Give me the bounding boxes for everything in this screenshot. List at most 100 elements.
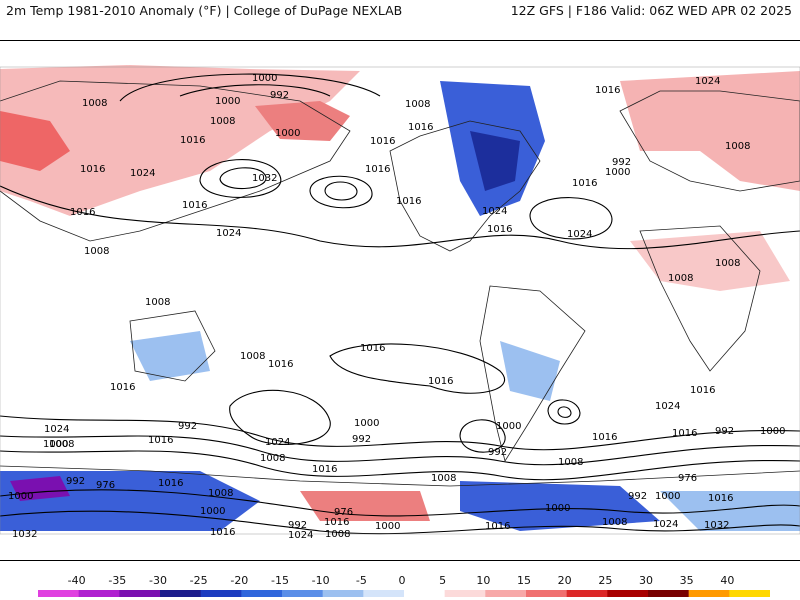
isobar-label: 1016 <box>487 224 512 235</box>
isobar-subtropical-1 <box>0 185 800 250</box>
isobar-label: 1024 <box>653 519 678 530</box>
isobar-label: 1008 <box>210 116 235 127</box>
isobar-label: 1016 <box>268 359 293 370</box>
anomaly-map: 1000 992 1008 1008 1000 1000 1016 1016 1… <box>0 40 800 561</box>
isobar-label: 1008 <box>82 98 107 109</box>
coast-africa <box>639 225 761 372</box>
cold-anomaly-australia <box>130 331 210 381</box>
cold-anomaly-antarctica-east <box>460 481 660 531</box>
isobar-label: 992 <box>178 421 197 432</box>
isobar-label: 1000 <box>375 521 400 532</box>
isobar-label: 1008 <box>325 529 350 540</box>
colorbar-segment <box>729 590 770 597</box>
isobar-label: 1008 <box>84 246 109 257</box>
coast-north-america <box>389 120 541 252</box>
coast-antarctica <box>0 465 800 487</box>
colorbar-tick-label: -10 <box>311 574 330 587</box>
anomaly-shading <box>0 65 800 531</box>
warm-anomaly-north-africa <box>630 231 790 291</box>
isobar-label: 976 <box>678 473 697 484</box>
colorbar-tick-label: -35 <box>108 574 127 587</box>
isobar-label: 1024 <box>655 401 680 412</box>
isobar-label: 992 <box>715 426 734 437</box>
isobar-label: 1008 <box>405 99 430 110</box>
colorbar-tick-label: 5 <box>439 574 447 587</box>
isobar-label: 1024 <box>288 530 313 541</box>
isobar-high-central-pacific <box>309 175 373 209</box>
isobar-label: 1016 <box>708 493 733 504</box>
isobar-drake-low <box>459 419 506 453</box>
colorbar-segment <box>282 590 324 597</box>
isobar-label: 1032 <box>252 173 277 184</box>
isobar-label: 1000 <box>354 418 379 429</box>
isobar-label: 1008 <box>145 297 170 308</box>
isobar-label: 992 <box>628 491 647 502</box>
isobar-label: 1016 <box>370 136 395 147</box>
isobar-label: 1000 <box>43 439 68 450</box>
isobar-label: 1016 <box>70 207 95 218</box>
isobar-label: 1016 <box>210 527 235 538</box>
isobar-label: 1016 <box>408 122 433 133</box>
colorbar-segment <box>485 590 527 597</box>
colorbar-tick-label: 35 <box>679 574 694 587</box>
isobar-label: 1000 <box>605 167 630 178</box>
isobar-label: 1024 <box>130 168 155 179</box>
isobar-label: 1008 <box>49 439 74 450</box>
isobar-label: 1016 <box>595 85 620 96</box>
isobar-label: 1008 <box>715 258 740 269</box>
isobar-label: 1016 <box>80 164 105 175</box>
isobar-southern-ocean-2 <box>0 435 800 466</box>
isobar-labels: 1000 992 1008 1008 1000 1000 1016 1016 1… <box>8 73 785 541</box>
colorbar-segment <box>119 590 161 597</box>
isobar-label: 1000 <box>655 491 680 502</box>
isobar-label: 1016 <box>182 200 207 211</box>
warm-anomaly-eurasia <box>0 65 360 216</box>
model-run-label: 12Z GFS | F186 Valid: 06Z WED APR 02 202… <box>510 3 792 18</box>
isobar-south-atlantic-low <box>547 399 581 425</box>
isobar-label: 1008 <box>558 457 583 468</box>
colorbar-tick-label: 10 <box>476 574 491 587</box>
isobar-label: 992 <box>612 157 631 168</box>
isobar-label: 1000 <box>496 421 521 432</box>
colorbar-segment <box>444 590 486 597</box>
isobar-label: 1016 <box>312 464 337 475</box>
isobar-label: 1024 <box>482 206 507 217</box>
colorbar-tick-label: 15 <box>517 574 531 587</box>
isobar-label: 1016 <box>365 164 390 175</box>
colorbar-tick-label: 20 <box>557 574 572 587</box>
isobar-label: 1008 <box>602 517 627 528</box>
isobar-label: 1016 <box>428 376 453 387</box>
isobar-label: 1016 <box>396 196 421 207</box>
colorbar-segment <box>78 590 120 597</box>
isobar-label: 1008 <box>431 473 456 484</box>
warm-anomaly-west-asia <box>0 111 70 171</box>
colorbar-tick-label: -30 <box>149 574 167 587</box>
isobar-southern-ocean-1 <box>0 415 800 451</box>
isobar-label: 1000 <box>200 506 225 517</box>
isobar-label: 1016 <box>324 517 349 528</box>
map-canvas: 1000 992 1008 1008 1000 1000 1016 1016 1… <box>0 65 800 541</box>
colorbar-segment <box>404 590 446 597</box>
isobar-label: 1016 <box>672 428 697 439</box>
colorbar-tick-label: -20 <box>230 574 249 587</box>
colorbar-segment <box>688 590 730 597</box>
isobar-label: 992 <box>66 476 85 487</box>
isobar-label: 1000 <box>760 426 785 437</box>
anomaly-colorbar <box>38 590 770 597</box>
isobar-label: 1016 <box>485 521 510 532</box>
isobar-label: 1016 <box>572 178 597 189</box>
cold-anomaly-antarctica-far-east <box>660 491 800 531</box>
isobar-southern-ocean-5 <box>0 510 800 535</box>
colorbar-tick-label: 30 <box>639 574 653 587</box>
isobar-label: 1024 <box>44 424 69 435</box>
colorbar-tick-label: 40 <box>720 574 735 587</box>
colorbar-tick-label: -5 <box>355 574 367 587</box>
isobar-label: 1016 <box>592 432 617 443</box>
isobar-high-central-pacific-inner <box>324 181 358 201</box>
colorbar-segment <box>526 590 568 597</box>
isobar-label: 1016 <box>180 135 205 146</box>
colorbar-segment <box>160 590 202 597</box>
isobar-label: 1024 <box>265 437 290 448</box>
colorbar-segment <box>648 590 690 597</box>
colorbar-strip <box>38 590 770 597</box>
